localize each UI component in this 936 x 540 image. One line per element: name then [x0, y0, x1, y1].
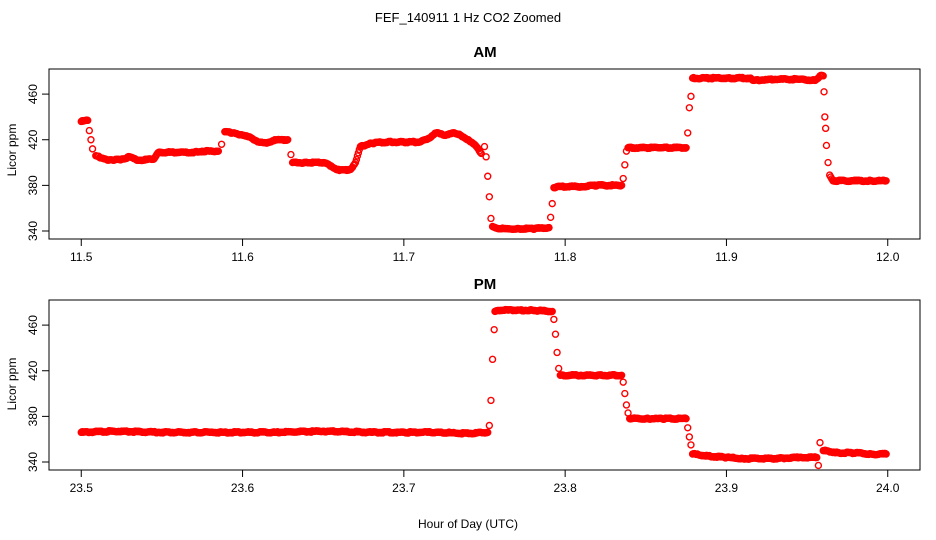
am-data-point [487, 214, 495, 223]
am-x-tick-label: 11.6 [231, 250, 254, 264]
am-data-point [619, 174, 627, 183]
am-data-point [214, 147, 223, 155]
pm-x-tick-label: 23.9 [715, 481, 739, 495]
am-data-point [287, 150, 295, 159]
am-data-point [824, 158, 832, 167]
x-axis-label: Hour of Day (UTC) [418, 517, 518, 531]
am-data-point [482, 153, 490, 161]
pm-x-tick-label: 23.8 [553, 481, 577, 495]
am-data-point [685, 104, 694, 112]
pm-y-axis-label: Licor ppm [5, 358, 19, 411]
figure-title: FEF_140911 1 Hz CO2 Zoomed [375, 10, 561, 25]
pm-data-point [617, 371, 626, 379]
am-data-point [821, 124, 830, 133]
pm-x-axis: 23.5 23.6 23.7 23.8 23.9 24.0 [70, 469, 900, 495]
am-data-point [822, 141, 831, 150]
am-y-tick-label: 340 [26, 221, 40, 241]
pm-data-point [882, 450, 890, 458]
am-data-point [882, 177, 890, 185]
am-data-point [545, 223, 553, 232]
pm-data-point [551, 330, 560, 338]
pm-y-tick-label: 340 [26, 452, 40, 472]
am-data-point [353, 152, 362, 160]
pm-x-tick-label: 23.6 [231, 481, 255, 495]
pm-panel-title: PM [474, 276, 497, 293]
am-data-point [217, 140, 226, 149]
pm-panel: PM Licor ppm 23.5 23.6 23.7 23.8 23.9 24.0 34… [5, 276, 921, 495]
am-y-axis-label: Licor ppm [5, 124, 19, 177]
pm-x-tick-label: 24.0 [876, 481, 900, 495]
pm-data-point [687, 441, 695, 449]
pm-x-tick-label: 23.5 [70, 481, 94, 495]
am-data-points [77, 71, 890, 234]
pm-plot-frame [48, 299, 921, 471]
pm-data-point [485, 421, 494, 430]
am-data-point [819, 72, 827, 80]
am-x-tick-label: 11.7 [393, 250, 416, 264]
am-x-tick-label: 11.9 [715, 250, 738, 264]
am-data-point [821, 113, 829, 121]
pm-data-point [621, 389, 629, 398]
am-data-point [352, 155, 361, 164]
am-x-tick-label: 11.8 [554, 250, 577, 264]
pm-data-point [550, 315, 558, 324]
pm-data-point [488, 355, 497, 364]
pm-y-tick-label: 460 [26, 315, 40, 335]
pm-data-point [553, 348, 561, 357]
am-y-tick-label: 380 [26, 175, 40, 195]
am-data-point [621, 161, 629, 169]
pm-data-point [682, 414, 690, 423]
am-y-tick-label: 420 [26, 129, 40, 149]
am-x-tick-label: 12.0 [876, 250, 900, 264]
am-data-point [480, 142, 489, 151]
am-data-point [485, 193, 494, 201]
pm-y-tick-label: 420 [26, 360, 40, 380]
pm-data-point [619, 378, 627, 386]
am-data-point [820, 88, 828, 96]
am-data-point [87, 136, 95, 144]
am-data-point [476, 148, 485, 157]
pm-x-tick-label: 23.7 [392, 481, 416, 495]
am-data-point [477, 149, 485, 158]
pm-data-point [813, 453, 821, 462]
pm-y-tick-label: 380 [26, 406, 40, 426]
am-y-axis: 340 380 420 460 [26, 84, 50, 241]
am-y-tick-label: 460 [26, 84, 40, 104]
pm-data-points [77, 305, 890, 470]
am-data-point [484, 172, 492, 180]
am-x-axis: 11.5 11.6 11.7 11.8 11.9 12.0 [70, 238, 900, 264]
am-data-point [682, 144, 690, 152]
pm-data-point [555, 364, 563, 373]
am-panel: AM Licor ppm 11.5 11.6 11.7 11.8 11.9 12.0 34… [5, 44, 921, 264]
pm-data-point [487, 396, 495, 405]
pm-data-point [816, 438, 824, 447]
am-x-tick-label: 11.5 [70, 250, 93, 264]
am-panel-title: AM [473, 44, 496, 61]
am-data-point [548, 199, 556, 208]
pm-data-point [684, 424, 692, 432]
pm-data-point [548, 307, 556, 316]
am-data-point [85, 126, 94, 135]
pm-data-point [685, 433, 694, 441]
am-data-point [284, 136, 292, 144]
am-data-point [687, 92, 695, 101]
am-data-point [684, 129, 692, 137]
pm-data-point [490, 325, 498, 334]
am-data-point [354, 149, 363, 157]
pm-data-point [484, 428, 492, 437]
am-data-point [546, 213, 555, 222]
am-data-point [617, 181, 626, 190]
am-data-point [88, 145, 97, 153]
pm-y-axis: 340 380 420 460 [26, 315, 50, 472]
pm-data-point [622, 401, 631, 409]
pm-data-point [814, 461, 823, 470]
am-data-point [84, 116, 92, 125]
